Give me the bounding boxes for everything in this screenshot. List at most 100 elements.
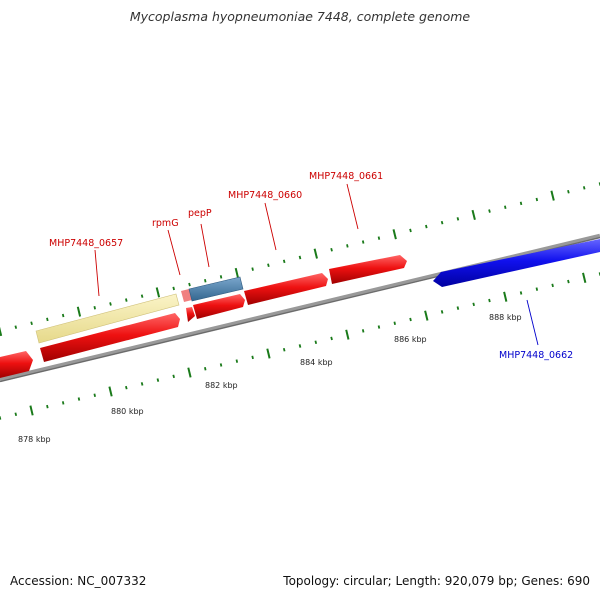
outer-minor-tick — [377, 236, 381, 240]
outer-minor-tick — [409, 228, 412, 233]
inner-major-tick — [582, 272, 587, 283]
outer-minor-tick — [219, 275, 223, 279]
genome-summary-text: Topology: circular; Length: 920,079 bp; … — [283, 574, 590, 588]
gene-label-mhp7448-0661[interactable]: MHP7448_0661 — [309, 171, 383, 182]
inner-minor-tick — [298, 344, 302, 348]
gene-label-pepp[interactable]: pepP — [188, 208, 212, 219]
outer-minor-tick — [14, 325, 18, 329]
inner-minor-tick — [567, 279, 570, 284]
scale-label-882: 882 kbp — [205, 381, 238, 390]
outer-minor-tick — [535, 197, 539, 202]
inner-minor-tick — [125, 385, 128, 390]
outer-minor-tick — [30, 321, 33, 326]
leader-lines — [94, 183, 539, 346]
inner-minor-tick — [93, 393, 96, 397]
inner-major-tick — [266, 348, 271, 359]
feature-rpmg-marker[interactable] — [181, 289, 192, 302]
outer-minor-tick — [251, 267, 254, 271]
inner-major-tick — [187, 367, 192, 378]
inner-minor-tick — [472, 302, 475, 307]
outer-minor-tick — [267, 263, 270, 268]
feature-peptidase-bar[interactable] — [188, 276, 244, 302]
scale-label-886: 886 kbp — [394, 335, 427, 344]
outer-major-tick — [234, 267, 239, 279]
outer-major-tick — [313, 248, 318, 259]
inner-major-tick — [345, 329, 350, 340]
inner-minor-tick — [409, 317, 412, 322]
outer-minor-tick — [504, 205, 507, 209]
inner-minor-tick — [251, 355, 254, 360]
outer-minor-tick — [61, 313, 65, 318]
inner-minor-tick — [61, 401, 65, 405]
outer-major-tick — [392, 229, 397, 240]
outer-minor-tick — [582, 186, 586, 190]
outer-major-tick — [76, 306, 82, 317]
gene-arrow-left-edge[interactable] — [0, 351, 33, 378]
scale-label-880: 880 kbp — [111, 407, 144, 416]
inner-minor-tick — [519, 291, 523, 295]
outer-major-tick — [471, 209, 476, 221]
inner-minor-tick — [235, 359, 239, 363]
scale-label-884: 884 kbp — [300, 358, 333, 367]
outer-minor-tick — [140, 294, 144, 298]
gene-arrow-mhp7448-0660[interactable] — [244, 273, 328, 305]
inner-minor-tick — [456, 306, 460, 310]
gene-label-rpmg[interactable]: rpmG — [152, 218, 179, 229]
outer-minor-tick — [298, 255, 302, 260]
inner-minor-tick — [488, 298, 491, 303]
scale-label-888: 888 kbp — [489, 313, 522, 322]
outer-minor-tick — [125, 298, 128, 302]
inner-minor-tick — [377, 325, 381, 329]
outer-minor-tick — [282, 259, 286, 264]
outer-minor-tick — [519, 201, 523, 206]
outer-minor-tick — [346, 244, 349, 248]
outer-minor-tick — [440, 220, 444, 225]
gene-arrow-rpmg[interactable] — [186, 307, 195, 322]
inner-minor-tick — [361, 329, 365, 333]
inner-minor-tick — [314, 340, 318, 345]
inner-major-tick — [503, 291, 508, 302]
inner-minor-tick — [551, 283, 554, 288]
outer-major-tick — [0, 326, 3, 337]
inner-minor-tick — [14, 412, 18, 417]
inner-minor-tick — [282, 347, 286, 352]
inner-minor-tick — [156, 378, 160, 382]
inner-minor-tick — [204, 367, 207, 371]
inner-minor-tick — [77, 397, 81, 401]
gene-label-mhp7448-0657[interactable]: MHP7448_0657 — [49, 238, 123, 249]
outer-minor-tick — [567, 189, 570, 194]
gene-arrow-mhp7448-0662[interactable] — [433, 239, 600, 287]
outer-minor-tick — [361, 240, 365, 244]
inner-minor-tick — [219, 363, 223, 367]
outer-major-tick — [155, 287, 161, 298]
outer-minor-tick — [46, 317, 49, 322]
scale-label-878: 878 kbp — [18, 435, 51, 444]
inner-major-tick — [108, 386, 113, 397]
inner-minor-tick — [46, 404, 49, 409]
gene-arrow-pepp[interactable] — [193, 294, 245, 319]
gene-arrow-mhp7448-0661[interactable] — [329, 255, 407, 284]
inner-major-tick — [424, 310, 429, 321]
outer-minor-tick — [188, 282, 191, 287]
outer-tick-row — [0, 182, 600, 337]
inner-minor-tick — [440, 310, 444, 314]
gene-label-mhp7448-0662[interactable]: MHP7448_0662 — [499, 350, 573, 361]
outer-minor-tick — [330, 247, 333, 252]
inner-minor-tick — [172, 374, 175, 379]
outer-minor-tick — [488, 209, 491, 213]
inner-minor-tick — [535, 287, 539, 291]
outer-minor-tick — [93, 306, 96, 310]
outer-minor-tick — [109, 302, 112, 306]
genome-title: Mycoplasma hyopneumoniae 7448, complete … — [129, 9, 471, 24]
outer-minor-tick — [204, 279, 207, 283]
outer-minor-tick — [172, 286, 175, 291]
inner-major-tick — [29, 405, 34, 416]
gene-label-mhp7448-0660[interactable]: MHP7448_0660 — [228, 190, 302, 201]
outer-major-tick — [550, 190, 555, 201]
outer-minor-tick — [425, 224, 428, 229]
feature-mhp7448-0657-bar[interactable] — [35, 293, 180, 344]
inner-minor-tick — [393, 321, 396, 325]
gene-arrow-mhp7448-0657[interactable] — [40, 313, 180, 362]
inner-minor-tick — [140, 382, 144, 386]
